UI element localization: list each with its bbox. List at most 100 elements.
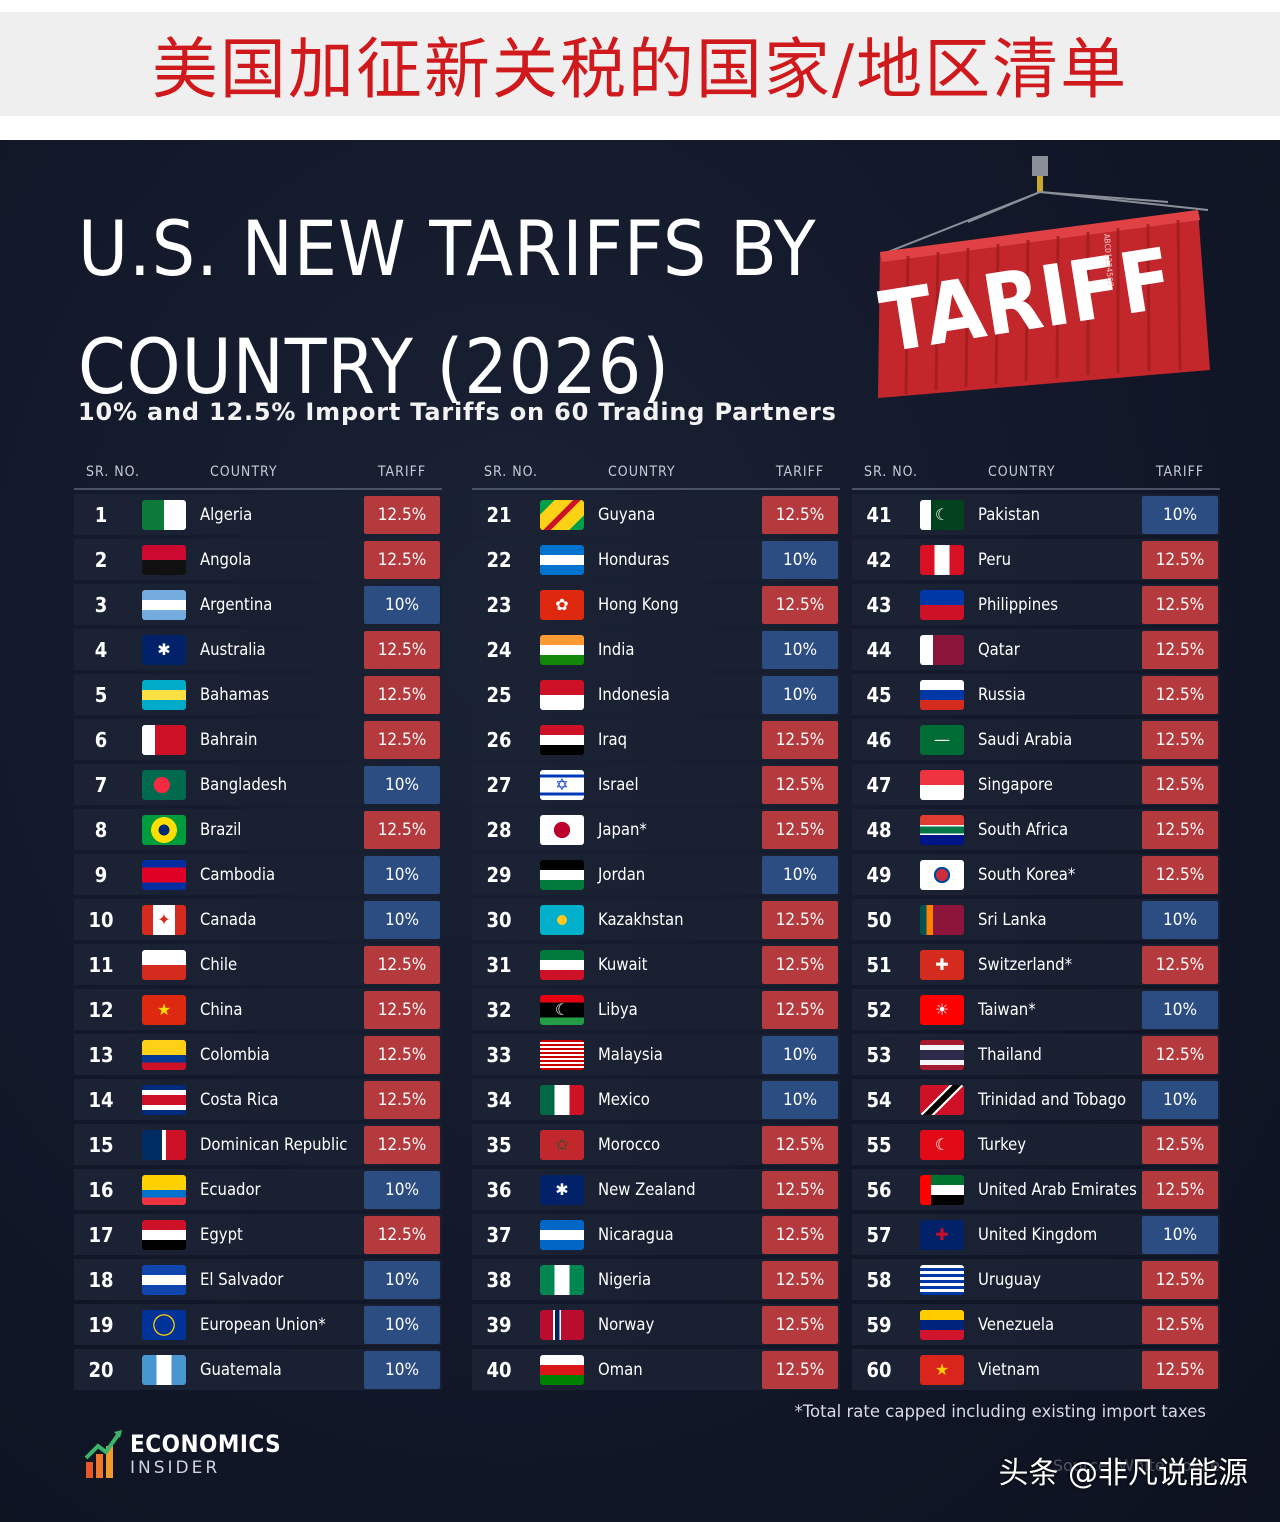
nigeria-flag-icon	[540, 1264, 584, 1295]
tariff-badge: 12.5%	[1142, 540, 1218, 579]
egypt-flag-icon	[142, 1219, 186, 1250]
uruguay-flag-icon	[920, 1264, 964, 1295]
sr-number: 54	[866, 1087, 892, 1112]
table-row: 25 Indonesia 10%	[472, 674, 840, 715]
tariff-badge: 12.5%	[1142, 1305, 1218, 1344]
table-row: 59 Venezuela 12.5%	[852, 1304, 1220, 1345]
table-header-row: SR. NO. COUNTRY TARIFF	[852, 456, 1220, 490]
country-name: Russia	[978, 685, 1026, 704]
country-name: Oman	[598, 1360, 643, 1379]
sr-number: 57	[866, 1222, 892, 1247]
table-row: 32 ☾ Libya 12.5%	[472, 989, 840, 1030]
table-row: 15 Dominican Republic 12.5%	[74, 1124, 442, 1165]
table-row: 10 ✦ Canada 10%	[74, 899, 442, 940]
tariff-badge: 12.5%	[364, 810, 440, 849]
sr-number: 58	[866, 1267, 892, 1292]
trinidad-and-tobago-flag-icon	[920, 1084, 964, 1115]
new-zealand-flag-icon: ✱	[540, 1174, 584, 1205]
sr-number: 55	[866, 1132, 892, 1157]
table-row: 24 India 10%	[472, 629, 840, 670]
table-row: 27 ✡ Israel 12.5%	[472, 764, 840, 805]
headline-line-1: U.S. NEW TARIFFS BY	[78, 204, 817, 293]
canada-flag-icon: ✦	[142, 904, 186, 935]
tariff-container-illustration: TARIFF ABCD1234567	[874, 156, 1210, 398]
tariff-badge: 10%	[762, 1035, 838, 1074]
table-row: 20 Guatemala 10%	[74, 1349, 442, 1390]
bar-chart-logo-icon	[84, 1430, 122, 1478]
table-row: 23 ✿ Hong Kong 12.5%	[472, 584, 840, 625]
tariff-badge: 12.5%	[364, 540, 440, 579]
tariff-badge: 12.5%	[762, 900, 838, 939]
country-name: Switzerland*	[978, 955, 1073, 974]
tariff-badge: 12.5%	[364, 990, 440, 1029]
guyana-flag-icon	[540, 499, 584, 530]
israel-flag-icon: ✡	[540, 769, 584, 800]
sr-number: 9	[94, 862, 108, 887]
table-row: 26 Iraq 12.5%	[472, 719, 840, 760]
tariff-badge: 12.5%	[1142, 765, 1218, 804]
sr-number: 19	[88, 1312, 114, 1337]
sr-number: 34	[486, 1087, 512, 1112]
table-row: 56 United Arab Emirates 12.5%	[852, 1169, 1220, 1210]
country-name: Costa Rica	[200, 1090, 279, 1109]
tariff-badge: 12.5%	[762, 585, 838, 624]
tariff-badge: 12.5%	[1142, 855, 1218, 894]
tariff-badge: 10%	[1142, 900, 1218, 939]
table-row: 58 Uruguay 12.5%	[852, 1259, 1220, 1300]
country-name: China	[200, 1000, 243, 1019]
country-name: Saudi Arabia	[978, 730, 1073, 749]
table-row: 43 Philippines 12.5%	[852, 584, 1220, 625]
costa-rica-flag-icon	[142, 1084, 186, 1115]
country-name: Argentina	[200, 595, 273, 614]
kazakhstan-flag-icon	[540, 904, 584, 935]
tariff-table-column-2: SR. NO. COUNTRY TARIFF 21 Guyana 12.5% 22 Hondu…	[472, 456, 840, 1390]
sr-number: 15	[88, 1132, 114, 1157]
header-tariff: TARIFF	[775, 464, 825, 480]
philippines-flag-icon	[920, 589, 964, 620]
tariff-badge: 12.5%	[1142, 810, 1218, 849]
sr-number: 59	[866, 1312, 892, 1337]
honduras-flag-icon	[540, 544, 584, 575]
tariff-badge: 12.5%	[762, 1350, 838, 1389]
tariff-badge: 12.5%	[364, 945, 440, 984]
tariff-badge: 12.5%	[1142, 1125, 1218, 1164]
country-name: Egypt	[200, 1225, 243, 1244]
country-name: Peru	[978, 550, 1012, 569]
sr-number: 39	[486, 1312, 512, 1337]
chinese-title-banner: 美国加征新关税的国家/地区清单	[0, 12, 1280, 116]
country-name: Bangladesh	[200, 775, 288, 794]
sr-number: 12	[88, 997, 114, 1022]
country-name: Guatemala	[200, 1360, 282, 1379]
country-name: India	[598, 640, 635, 659]
sr-number: 17	[88, 1222, 114, 1247]
country-name: Australia	[200, 640, 266, 659]
header-sr-no: SR. NO.	[86, 464, 141, 480]
sr-number: 21	[486, 502, 512, 527]
country-name: Hong Kong	[598, 595, 679, 614]
sr-number: 32	[486, 997, 512, 1022]
sr-number: 20	[88, 1357, 114, 1382]
guatemala-flag-icon	[142, 1354, 186, 1385]
sr-number: 28	[486, 817, 512, 842]
table-row: 36 ✱ New Zealand 12.5%	[472, 1169, 840, 1210]
header-country: COUNTRY	[210, 464, 278, 480]
tariff-badge: 12.5%	[762, 765, 838, 804]
country-name: Turkey	[978, 1135, 1026, 1154]
sr-number: 14	[88, 1087, 114, 1112]
turkey-flag-icon: ☾	[920, 1129, 964, 1160]
algeria-flag-icon	[142, 499, 186, 530]
header-sr-no: SR. NO.	[484, 464, 539, 480]
country-name: Canada	[200, 910, 257, 929]
chinese-title: 美国加征新关税的国家/地区清单	[151, 31, 1129, 108]
country-name: Kazakhstan	[598, 910, 684, 929]
european-union-flag-icon	[142, 1309, 186, 1340]
australia-flag-icon: ✱	[142, 634, 186, 665]
tariff-badge: 12.5%	[364, 1035, 440, 1074]
table-header-row: SR. NO. COUNTRY TARIFF	[74, 456, 442, 490]
tariff-badge: 10%	[364, 585, 440, 624]
bangladesh-flag-icon	[142, 769, 186, 800]
table-row: 50 Sri Lanka 10%	[852, 899, 1220, 940]
tariff-badge: 10%	[762, 540, 838, 579]
sr-number: 4	[94, 637, 108, 662]
country-name: Singapore	[978, 775, 1053, 794]
